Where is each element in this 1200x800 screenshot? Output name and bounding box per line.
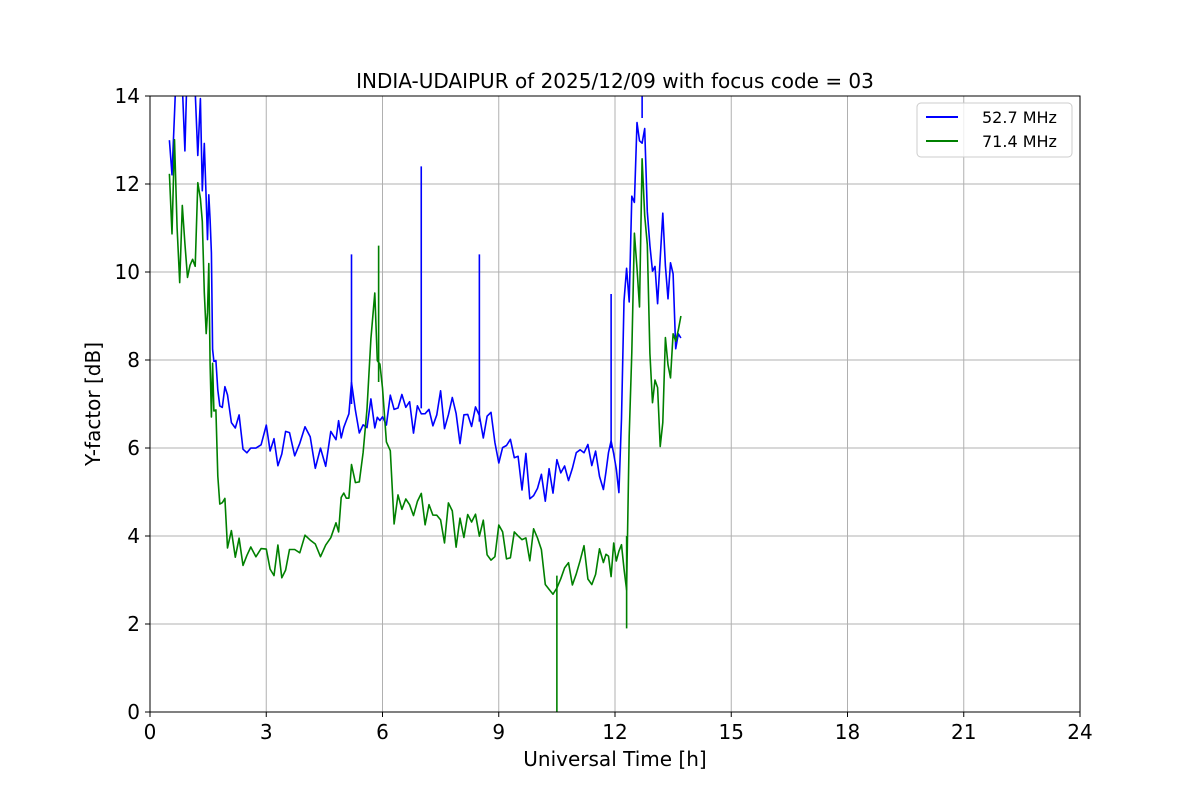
legend-label-71-4-mhz: 71.4 MHz [982, 132, 1057, 151]
legend-label-52-7-mhz: 52.7 MHz [982, 108, 1057, 127]
y-tick-label: 10 [115, 260, 140, 284]
x-tick-label: 24 [1067, 720, 1092, 744]
x-tick-label: 0 [144, 720, 157, 744]
x-tick-label: 21 [951, 720, 976, 744]
y-axis-label: Y-factor [dB] [81, 342, 105, 467]
y-tick-label: 0 [127, 700, 140, 724]
x-tick-label: 3 [260, 720, 273, 744]
y-tick-label: 4 [127, 524, 140, 548]
y-tick-label: 14 [115, 84, 140, 108]
x-tick-label: 18 [835, 720, 860, 744]
y-tick-label: 8 [127, 348, 140, 372]
x-tick-label: 9 [492, 720, 505, 744]
y-tick-label: 12 [115, 172, 140, 196]
series-line-52-7-mhz [168, 96, 682, 502]
x-tick-label: 15 [719, 720, 744, 744]
legend: 52.7 MHz 71.4 MHz [916, 102, 1073, 158]
x-tick-label: 12 [602, 720, 627, 744]
x-axis-label: Universal Time [h] [523, 747, 706, 771]
y-tick-label: 6 [127, 436, 140, 460]
series-layer [168, 96, 682, 712]
y-tick-label: 2 [127, 612, 140, 636]
x-tick-label: 6 [376, 720, 389, 744]
series-line-71-4-mhz [168, 138, 682, 595]
chart-title: INDIA-UDAIPUR of 2025/12/09 with focus c… [356, 69, 874, 93]
